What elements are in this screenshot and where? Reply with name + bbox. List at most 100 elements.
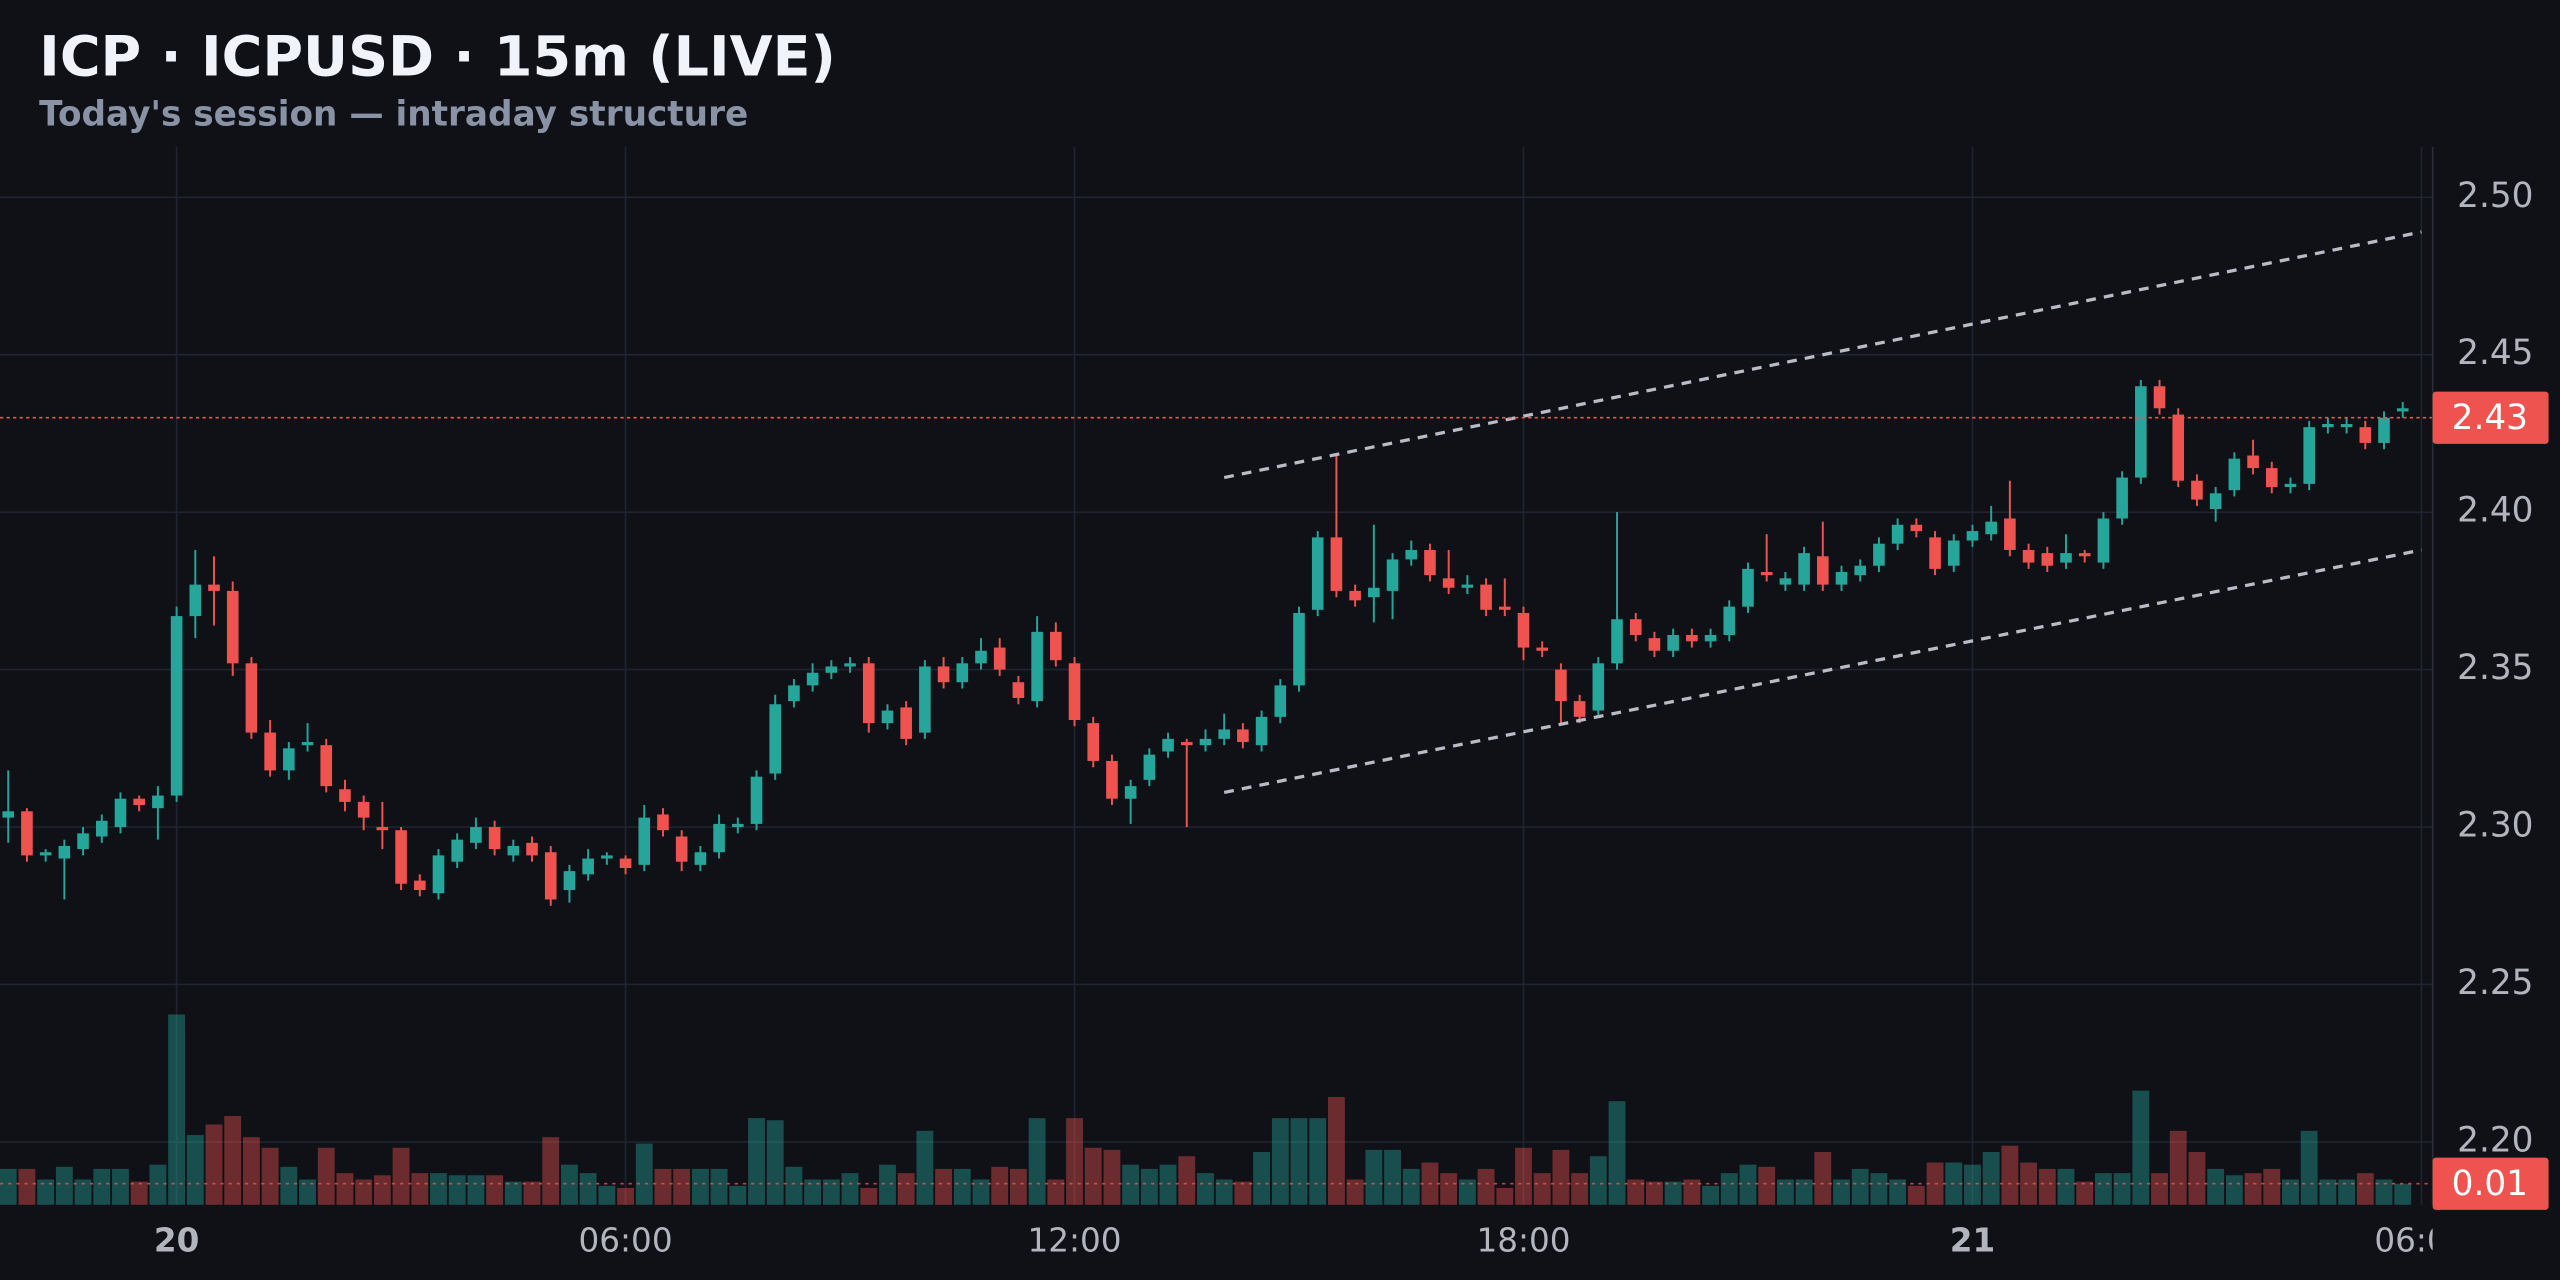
candle-body bbox=[95, 820, 108, 837]
volume-bar bbox=[617, 1187, 634, 1205]
volume-bar bbox=[1122, 1164, 1140, 1205]
y-tick-label: 2.30 bbox=[2457, 806, 2533, 846]
candle-body bbox=[1817, 556, 1829, 585]
volume-bar bbox=[205, 1124, 223, 1205]
candle-body bbox=[2060, 553, 2072, 563]
chart-subtitle: Today's session — intraday structure bbox=[39, 94, 748, 134]
candle-body bbox=[1012, 682, 1025, 698]
last-volume-tag bbox=[2432, 1157, 2549, 1210]
candle-body bbox=[488, 827, 501, 850]
candle-body bbox=[413, 880, 426, 891]
volume-bar bbox=[673, 1168, 691, 1205]
candle-body bbox=[264, 732, 276, 771]
candle-body bbox=[2284, 483, 2297, 487]
candle-body bbox=[1143, 754, 1156, 780]
volume-bar bbox=[1964, 1164, 1981, 1205]
candle-body bbox=[1723, 606, 1736, 635]
volume-bar bbox=[186, 1135, 204, 1205]
candle-body bbox=[993, 647, 1006, 670]
candle-body bbox=[1162, 738, 1174, 752]
candle-body bbox=[1180, 742, 1193, 746]
candle-body bbox=[1368, 587, 1380, 598]
volume-bar bbox=[2356, 1173, 2374, 1205]
volume-bar bbox=[37, 1179, 55, 1205]
volume-bar bbox=[1309, 1118, 1327, 1205]
volume-bar bbox=[317, 1147, 335, 1205]
candle-body bbox=[2228, 458, 2241, 491]
volume-bar bbox=[336, 1173, 354, 1205]
candle-body bbox=[1742, 568, 1754, 607]
volume-bar bbox=[2020, 1162, 2038, 1205]
candle-body bbox=[1536, 647, 1549, 651]
candle-body bbox=[825, 666, 838, 673]
candle-body bbox=[806, 672, 819, 686]
candle-body bbox=[133, 798, 145, 806]
candle-body bbox=[750, 776, 763, 824]
volume-bar bbox=[130, 1181, 148, 1205]
candle-body bbox=[283, 748, 295, 771]
volume-bar bbox=[710, 1168, 728, 1205]
candle-body bbox=[114, 798, 127, 828]
y-tick-label: 2.20 bbox=[2457, 1120, 2533, 1160]
volume-bar bbox=[1234, 1181, 1252, 1205]
volume-bar bbox=[561, 1164, 578, 1205]
candle-body bbox=[1798, 553, 1810, 585]
candle-body bbox=[1779, 578, 1792, 585]
volume-bar bbox=[879, 1164, 896, 1205]
candle-body bbox=[937, 666, 950, 683]
candle-body bbox=[1311, 537, 1324, 610]
candle-body bbox=[2097, 518, 2110, 563]
volume-bar bbox=[2263, 1168, 2281, 1205]
candle-body bbox=[844, 663, 856, 667]
volume-bar bbox=[448, 1175, 466, 1205]
volume-bar bbox=[654, 1168, 672, 1205]
volume-bar bbox=[1982, 1152, 2000, 1205]
candle-body bbox=[1050, 631, 1062, 661]
volume-bar bbox=[1720, 1173, 1738, 1205]
candle-body bbox=[189, 584, 202, 617]
candle-body bbox=[170, 616, 183, 796]
candle-body bbox=[769, 704, 782, 774]
volume-bar bbox=[1047, 1179, 1065, 1205]
volume-bar bbox=[1702, 1185, 1719, 1205]
y-tick-label: 2.35 bbox=[2457, 648, 2533, 688]
candle-body bbox=[2378, 417, 2390, 443]
candle-body bbox=[657, 814, 669, 831]
candle-body bbox=[1330, 537, 1343, 591]
candle-body bbox=[2078, 553, 2091, 557]
volume-bar bbox=[2338, 1179, 2356, 1205]
candle-body bbox=[1891, 524, 1904, 544]
volume-bar bbox=[2188, 1152, 2206, 1205]
volume-bar bbox=[1907, 1185, 1925, 1205]
x-tick-label: 06:00 bbox=[579, 1221, 673, 1259]
volume-bar bbox=[1589, 1156, 1607, 1205]
candle-body bbox=[2004, 518, 2016, 550]
volume-bar bbox=[1795, 1179, 1813, 1205]
last-volume-label: 0.01 bbox=[2452, 1164, 2528, 1204]
candle-body bbox=[1611, 619, 1623, 664]
volume-bar bbox=[2094, 1173, 2112, 1205]
volume-bar bbox=[953, 1168, 971, 1205]
volume-bar bbox=[168, 1014, 186, 1205]
candle-body bbox=[2191, 480, 2203, 500]
candle-body bbox=[2209, 493, 2222, 510]
candle-body bbox=[301, 742, 314, 746]
volume-bar bbox=[579, 1173, 597, 1205]
volume-bar bbox=[149, 1164, 167, 1205]
candle-body bbox=[2359, 427, 2372, 443]
volume-bar bbox=[1458, 1179, 1476, 1205]
volume-bar bbox=[467, 1175, 485, 1205]
candle-body bbox=[2172, 414, 2185, 481]
candle-body bbox=[788, 685, 800, 702]
volume-bar bbox=[18, 1168, 36, 1205]
candle-body bbox=[470, 827, 482, 843]
volume-bar bbox=[1346, 1179, 1364, 1205]
volume-bar bbox=[766, 1120, 784, 1205]
volume-bar bbox=[504, 1181, 522, 1205]
volume-bar bbox=[2113, 1173, 2131, 1205]
volume-bar bbox=[785, 1166, 803, 1205]
volume-bar bbox=[0, 1168, 17, 1205]
candle-body bbox=[1386, 559, 1399, 591]
